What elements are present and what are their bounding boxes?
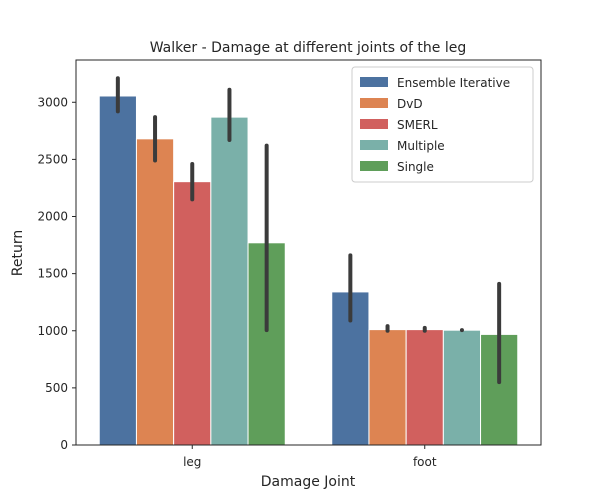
y-tick-label: 0 <box>60 438 68 452</box>
bar-multiple-foot <box>442 329 482 446</box>
y-axis-label: Return <box>10 230 26 276</box>
legend-label-multiple: Multiple <box>397 139 445 153</box>
y-tick-label: 2000 <box>37 210 68 224</box>
axes-frame <box>75 59 542 446</box>
plot-area <box>98 76 519 446</box>
x-tick-label-foot: foot <box>413 455 437 469</box>
bar-smerl-foot <box>405 329 444 446</box>
bar-dvd-leg <box>135 138 175 446</box>
bar-multiple-leg <box>210 116 249 446</box>
y-tick-label: 500 <box>45 381 68 395</box>
legend-label-ensemble-iterative: Ensemble Iterative <box>397 76 510 90</box>
y-tick-label: 3000 <box>37 95 68 109</box>
legend-label-smerl: SMERL <box>397 118 438 132</box>
legend-label-dvd: DvD <box>397 97 423 111</box>
legend: Ensemble Iterative DvD SMERL Multiple Single <box>351 66 534 183</box>
legend-swatch-dvd <box>360 98 388 108</box>
y-tick-label: 1000 <box>37 324 68 338</box>
bar-ensemble-iterative-leg <box>98 95 137 446</box>
legend-swatch-single <box>360 161 388 171</box>
bar-smerl-leg <box>173 181 212 446</box>
legend-box <box>351 66 534 183</box>
legend-swatch-multiple <box>360 140 388 150</box>
legend-swatch-smerl <box>360 119 388 129</box>
y-tick-label: 1500 <box>37 267 68 281</box>
x-axis: leg foot <box>183 445 437 469</box>
bar-dvd-foot <box>368 329 407 446</box>
y-tick-label: 2500 <box>37 152 68 166</box>
y-axis: 0 500 1000 1500 2000 2500 3000 <box>37 95 76 452</box>
x-tick-label-leg: leg <box>183 455 201 469</box>
chart-title: Walker - Damage at different joints of t… <box>150 40 467 56</box>
legend-label-single: Single <box>397 160 434 174</box>
legend-swatch-ensemble-iterative <box>360 77 388 87</box>
x-axis-label: Damage Joint <box>261 474 356 490</box>
